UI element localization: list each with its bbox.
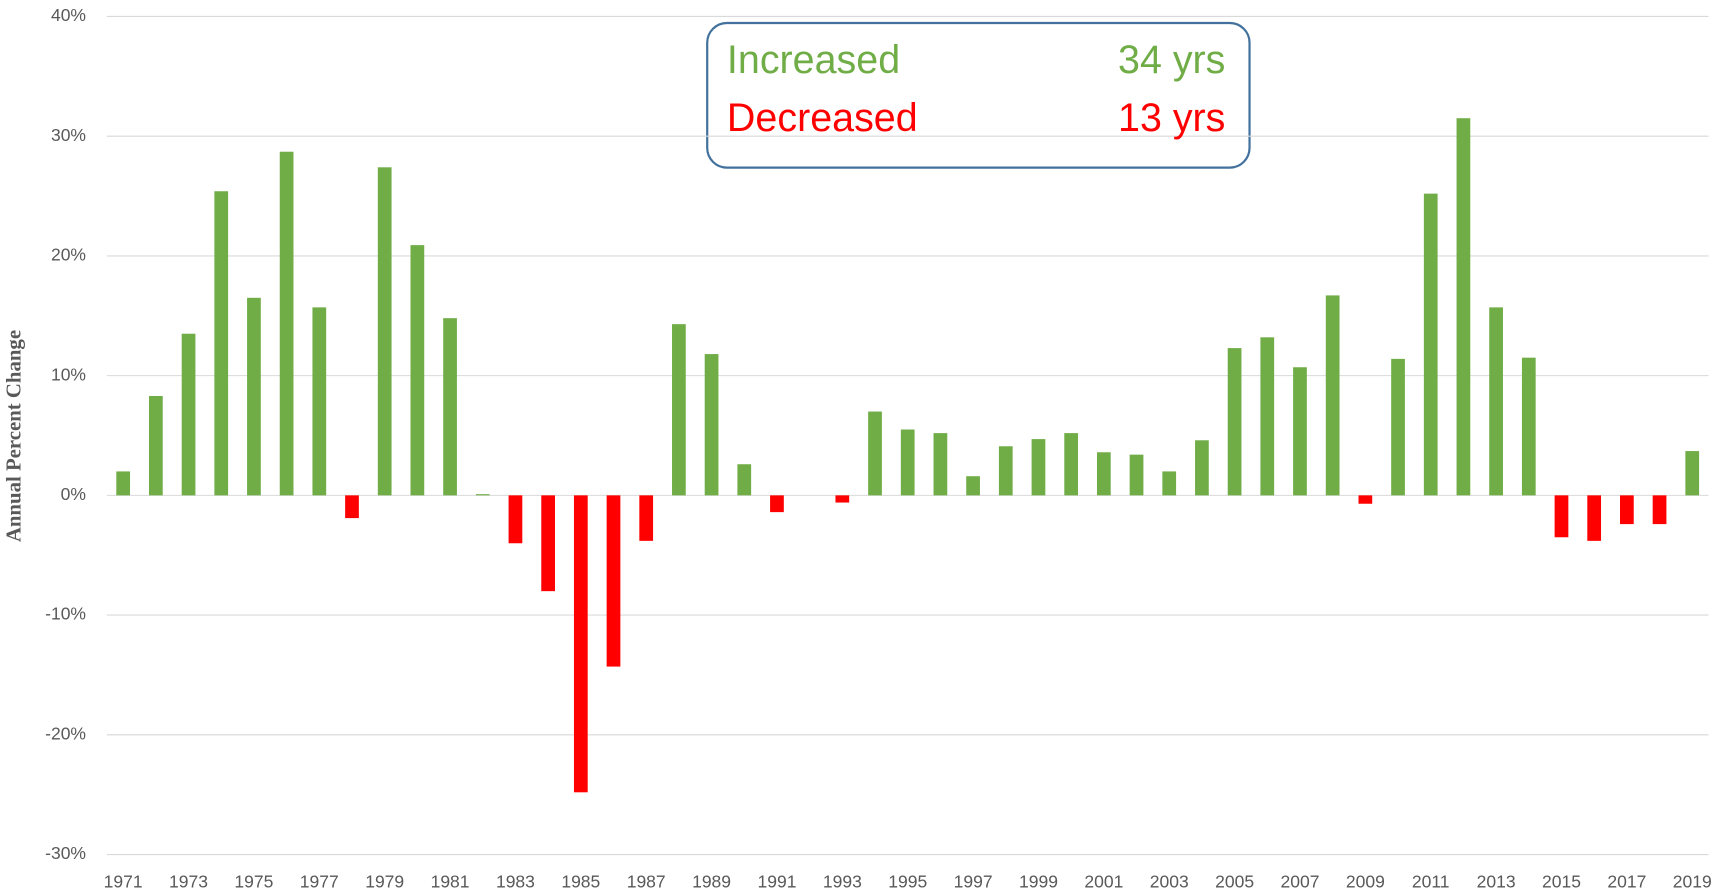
bar	[966, 476, 980, 496]
y-axis-label: Annual Percent Change	[2, 330, 26, 542]
bar	[1423, 193, 1438, 496]
bar	[541, 495, 555, 592]
bar	[998, 446, 1013, 496]
x-tick-label: 1985	[561, 872, 600, 892]
bar	[148, 395, 163, 496]
annotation-label: Increased	[727, 38, 900, 82]
bar	[672, 324, 686, 496]
y-tick-label: -10%	[45, 604, 86, 624]
x-tick-label: 1975	[234, 872, 273, 892]
bar	[1162, 471, 1177, 496]
bar	[181, 333, 196, 496]
bar	[247, 297, 261, 496]
x-tick-label: 1973	[169, 872, 208, 892]
bar	[868, 411, 882, 496]
bar	[1195, 440, 1209, 496]
x-tick-label: 1991	[757, 872, 796, 892]
bar	[1260, 337, 1275, 496]
annotation-label: Decreased	[727, 96, 918, 140]
x-tick-label: 1971	[104, 872, 143, 892]
bar	[1227, 348, 1242, 496]
bar	[737, 464, 752, 496]
bar	[1456, 118, 1471, 496]
annotation-count: 34 yrs	[1118, 38, 1225, 82]
y-tick-label: -30%	[45, 843, 86, 863]
bar	[443, 318, 457, 496]
bar	[573, 495, 588, 793]
y-tick-label: 0%	[61, 484, 86, 504]
x-tick-label: 2007	[1280, 872, 1319, 892]
x-tick-label: 2017	[1607, 872, 1646, 892]
annotation-count: 13 yrs	[1118, 96, 1225, 140]
bar	[214, 191, 229, 496]
y-tick-label: -20%	[45, 723, 86, 743]
bar	[1652, 495, 1667, 525]
x-tick-label: 2001	[1084, 872, 1123, 892]
x-tick-label: 2019	[1673, 872, 1712, 892]
x-tick-label: 2009	[1346, 872, 1385, 892]
bar	[1358, 495, 1373, 504]
bar	[1489, 307, 1503, 496]
bar	[1325, 295, 1340, 496]
bar	[116, 471, 131, 496]
bar	[345, 495, 359, 519]
annotation-box	[706, 21, 1251, 169]
x-tick-label: 1989	[692, 872, 731, 892]
y-tick-label: 20%	[51, 245, 86, 265]
bar	[770, 495, 784, 513]
x-tick-label: 1999	[1019, 872, 1058, 892]
bar	[1293, 367, 1307, 496]
bar	[1521, 357, 1536, 496]
x-tick-label: 2003	[1150, 872, 1189, 892]
x-tick-label: 1987	[627, 872, 666, 892]
bar	[639, 495, 654, 541]
bar	[1587, 495, 1602, 541]
bar	[1619, 495, 1634, 525]
bar	[1554, 495, 1569, 538]
bar	[1064, 433, 1079, 496]
y-tick-label: 40%	[51, 5, 86, 25]
bar	[475, 494, 490, 496]
bar	[410, 245, 425, 496]
bar	[606, 495, 621, 667]
bar	[312, 307, 327, 496]
x-tick-label: 2005	[1215, 872, 1254, 892]
bar	[1096, 452, 1111, 496]
x-tick-label: 2011	[1412, 872, 1450, 892]
x-tick-label: 2015	[1542, 872, 1581, 892]
x-tick-label: 1983	[496, 872, 535, 892]
bar	[1129, 454, 1144, 496]
bar	[704, 354, 719, 496]
x-tick-label: 2013	[1477, 872, 1516, 892]
x-tick-label: 1993	[823, 872, 862, 892]
bar	[508, 495, 523, 544]
bar	[835, 495, 850, 503]
bar	[1031, 439, 1046, 496]
bar	[933, 433, 948, 496]
bar	[1685, 451, 1700, 496]
bar	[279, 151, 294, 496]
x-tick-label: 1981	[431, 872, 470, 892]
x-tick-label: 1979	[365, 872, 404, 892]
x-tick-label: 1977	[300, 872, 339, 892]
y-tick-label: 30%	[51, 125, 86, 145]
y-tick-label: 10%	[51, 364, 86, 384]
x-tick-label: 1997	[954, 872, 993, 892]
x-tick-label: 1995	[888, 872, 927, 892]
bar	[1391, 358, 1405, 496]
bar	[900, 429, 915, 496]
bar	[377, 167, 392, 496]
